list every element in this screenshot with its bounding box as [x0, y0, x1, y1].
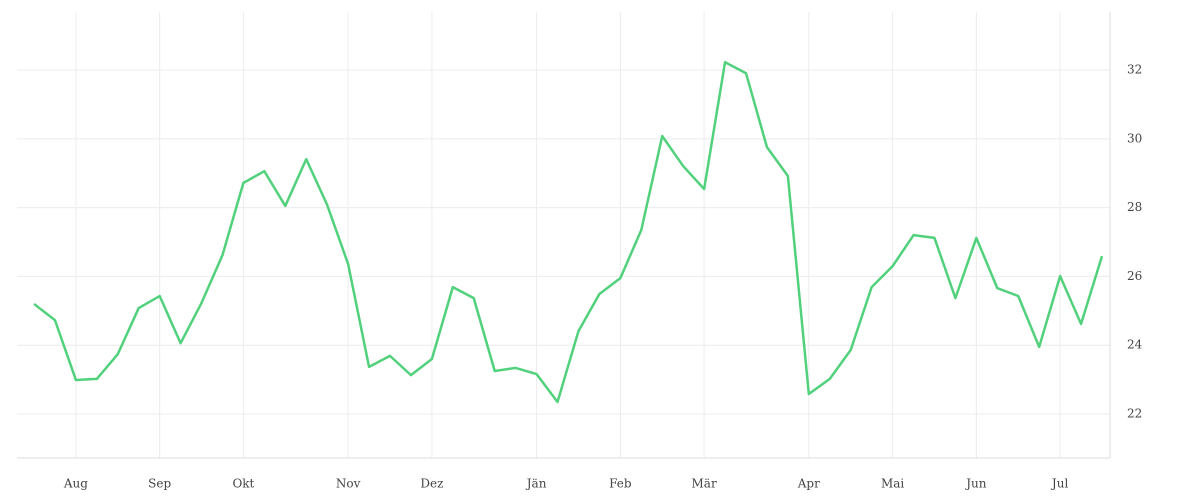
y-tick-label: 24 — [1127, 338, 1143, 352]
y-tick-label: 30 — [1127, 131, 1142, 145]
y-tick-label: 32 — [1127, 63, 1142, 77]
x-tick-label: Dez — [420, 477, 443, 491]
data-line — [33, 60, 1104, 404]
x-tick-label: Jän — [525, 477, 547, 491]
y-tick-label: 22 — [1127, 406, 1142, 420]
x-tick-label: Nov — [336, 477, 361, 491]
x-tick-label: Mär — [692, 477, 717, 491]
x-tick-label: Mai — [881, 477, 904, 491]
x-tick-label: Feb — [609, 477, 632, 491]
x-tick-label: Jun — [964, 477, 987, 491]
x-tick-label: Sep — [148, 477, 171, 491]
x-tick-label: Okt — [232, 477, 254, 491]
x-tick-label: Jul — [1050, 477, 1069, 491]
y-tick-label: 28 — [1127, 200, 1142, 214]
x-tick-label: Apr — [797, 477, 820, 491]
y-tick-label: 26 — [1127, 269, 1142, 283]
x-tick-label: Aug — [63, 477, 88, 491]
